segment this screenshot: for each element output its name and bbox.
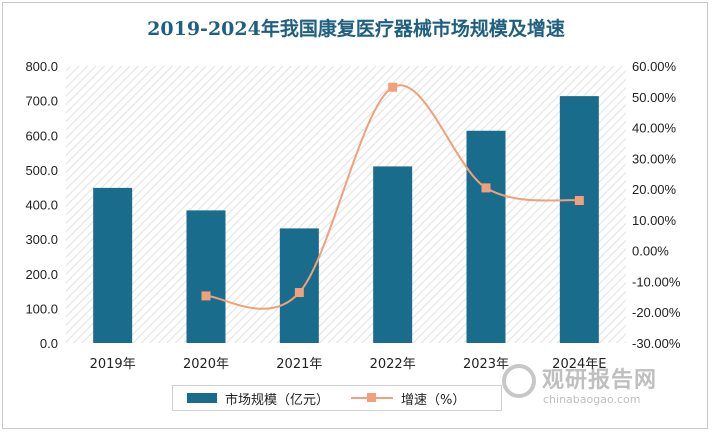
y-left-tick-label: 800.0 <box>25 59 58 74</box>
x-category-label: 2021年 <box>276 357 322 372</box>
y-left-tick-label: 300.0 <box>25 232 58 247</box>
legend-label-market-size: 市场规模（亿元） <box>225 392 330 408</box>
y-right-tick-label: 50.00% <box>632 90 677 105</box>
bar-4 <box>466 130 506 343</box>
legend: 市场规模（亿元） 增速（%） <box>172 385 502 411</box>
y-right-tick-label: 10.00% <box>632 213 677 228</box>
y-right-tick-label: 0.00% <box>632 244 669 259</box>
growth-marker-3 <box>481 183 491 193</box>
globe-logo-icon <box>502 364 536 398</box>
legend-item-growth: 增速（%） <box>329 389 465 408</box>
y-left-tick-label: 0.0 <box>40 336 58 351</box>
y-left-tick-label: 500.0 <box>25 163 58 178</box>
y-right-tick-label: 60.00% <box>632 59 677 74</box>
x-category-label: 2019年 <box>90 357 136 372</box>
growth-marker-1 <box>294 288 304 298</box>
bar-1 <box>186 210 226 343</box>
plot-area <box>66 66 626 343</box>
legend-item-market-size: 市场规模（亿元） <box>173 389 329 408</box>
chart-title: 2019-2024年我国康复医疗器械市场规模及增速 <box>147 18 565 40</box>
legend-line-swatch <box>351 392 394 404</box>
bar-5 <box>559 96 599 343</box>
bar-2 <box>279 228 319 343</box>
x-category-label: 2024年E <box>552 357 606 372</box>
y-left-tick-label: 700.0 <box>25 94 58 109</box>
y-right-tick-label: 20.00% <box>632 182 677 197</box>
y-left-tick-label: 400.0 <box>25 198 58 213</box>
y-right-tick-label: 40.00% <box>632 121 677 136</box>
bar-0 <box>93 187 133 343</box>
growth-marker-2 <box>388 82 398 92</box>
legend-label-growth: 增速（%） <box>401 392 466 408</box>
y-right-tick-label: 30.00% <box>632 151 677 166</box>
x-category-label: 2023年 <box>463 357 509 372</box>
y-left-tick-label: 100.0 <box>25 301 58 316</box>
y-right-tick-label: -10.00% <box>632 274 681 289</box>
watermark-url: chinabaogao.com <box>543 393 641 406</box>
legend-bar-swatch <box>187 393 217 403</box>
x-category-label: 2020年 <box>183 357 229 372</box>
watermark: 观研报告网 chinabaogao.com <box>502 362 672 412</box>
y-left-tick-label: 600.0 <box>25 128 58 143</box>
x-category-label: 2022年 <box>370 357 416 372</box>
y-left-tick-label: 200.0 <box>25 267 58 282</box>
y-right-tick-label: -30.00% <box>632 336 681 351</box>
bar-3 <box>373 166 413 343</box>
watermark-name: 观研报告网 <box>542 368 658 393</box>
growth-marker-4 <box>574 195 584 205</box>
growth-marker-0 <box>201 291 211 301</box>
y-right-tick-label: -20.00% <box>632 305 681 320</box>
